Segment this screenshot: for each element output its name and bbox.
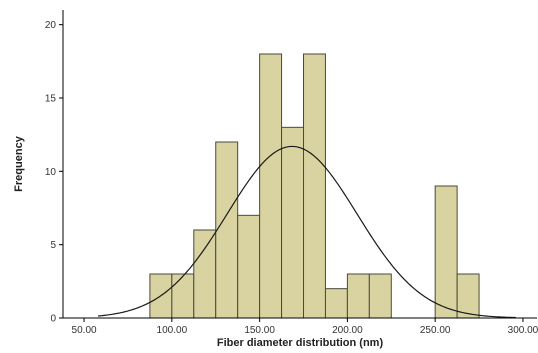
x-ticks: 50.00 100.00 150.00 200.00 250.00 300.00 — [72, 318, 538, 336]
y-tick-label: 10 — [45, 167, 57, 178]
histogram-bar — [215, 141, 239, 319]
histogram-bar — [259, 53, 283, 319]
histogram-bar — [237, 214, 261, 319]
x-axis-title: Fiber diameter distribution (nm) — [217, 337, 384, 349]
histogram-bar — [324, 288, 348, 319]
histogram-bar — [281, 126, 305, 319]
y-ticks: 0 5 10 15 20 — [45, 20, 63, 325]
histogram-bar — [434, 185, 458, 319]
histogram-bar — [346, 273, 370, 319]
y-axis-title: Frequency — [13, 135, 25, 192]
x-tick-label: 150.00 — [244, 325, 275, 336]
histogram-bar — [171, 273, 195, 319]
x-tick-label: 200.00 — [332, 325, 363, 336]
y-tick-label: 15 — [45, 94, 57, 105]
x-tick-label: 100.00 — [157, 325, 188, 336]
x-tick-label: 50.00 — [72, 325, 97, 336]
y-tick-label: 20 — [45, 20, 57, 31]
histogram-bars — [149, 53, 480, 319]
y-tick-label: 5 — [50, 240, 56, 251]
x-tick-label: 250.00 — [420, 325, 451, 336]
histogram-bar — [303, 53, 326, 319]
y-tick-label: 0 — [50, 314, 56, 325]
x-tick-label: 300.00 — [508, 325, 538, 336]
normal-curve — [98, 145, 516, 319]
histogram-bar — [368, 273, 392, 319]
histogram-bar — [193, 229, 217, 319]
